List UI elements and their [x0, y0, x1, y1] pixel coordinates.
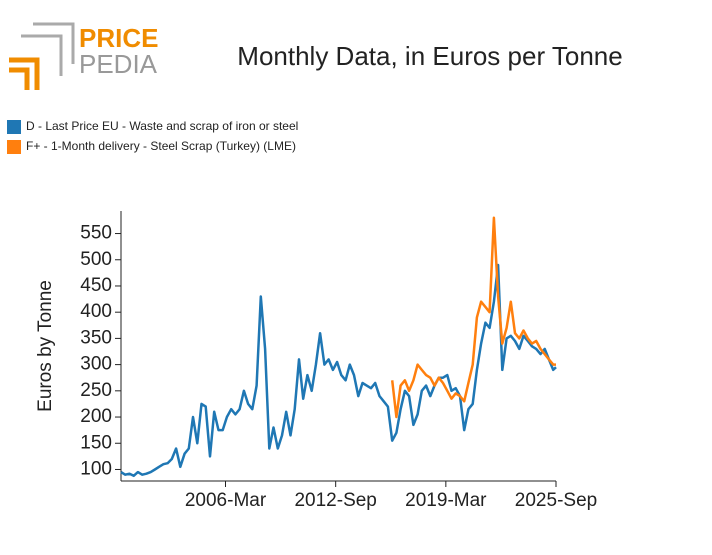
y-tick-label: 400 [80, 301, 112, 322]
legend-swatch [7, 120, 21, 134]
y-tick-label: 150 [80, 432, 112, 453]
x-tick-label: 2006-Mar [185, 490, 267, 511]
y-tick-label: 250 [80, 380, 112, 401]
line-series [390, 216, 556, 419]
logo-mark [33, 22, 75, 64]
chart-title: Monthly Data, in Euros per Tonne [237, 41, 622, 71]
logo-text: PRICE [79, 23, 158, 53]
logo: PRICE PEDIA [9, 22, 158, 90]
logo-mark [9, 57, 40, 90]
legend-label: F+ - 1-Month delivery - Steel Scrap (Tur… [26, 139, 296, 153]
legend-swatch [7, 140, 21, 154]
x-tick-label: 2012-Sep [294, 490, 376, 511]
y-tick-label: 500 [80, 249, 112, 270]
y-tick-label: 300 [80, 354, 112, 375]
logo-text: PEDIA [79, 49, 158, 79]
y-tick-label: 450 [80, 275, 112, 296]
legend-label: D - Last Price EU - Waste and scrap of i… [26, 119, 298, 133]
x-tick-label: 2025-Sep [515, 490, 597, 511]
y-tick-label: 200 [80, 406, 112, 427]
y-tick-label: 550 [80, 223, 112, 244]
y-tick-label: 350 [80, 327, 112, 348]
y-axis-label: Euros by Tonne [35, 280, 56, 412]
logo-mark [21, 34, 63, 76]
x-tick-label: 2019-Mar [405, 490, 487, 511]
y-tick-label: 100 [80, 458, 112, 479]
line-series [120, 263, 557, 478]
